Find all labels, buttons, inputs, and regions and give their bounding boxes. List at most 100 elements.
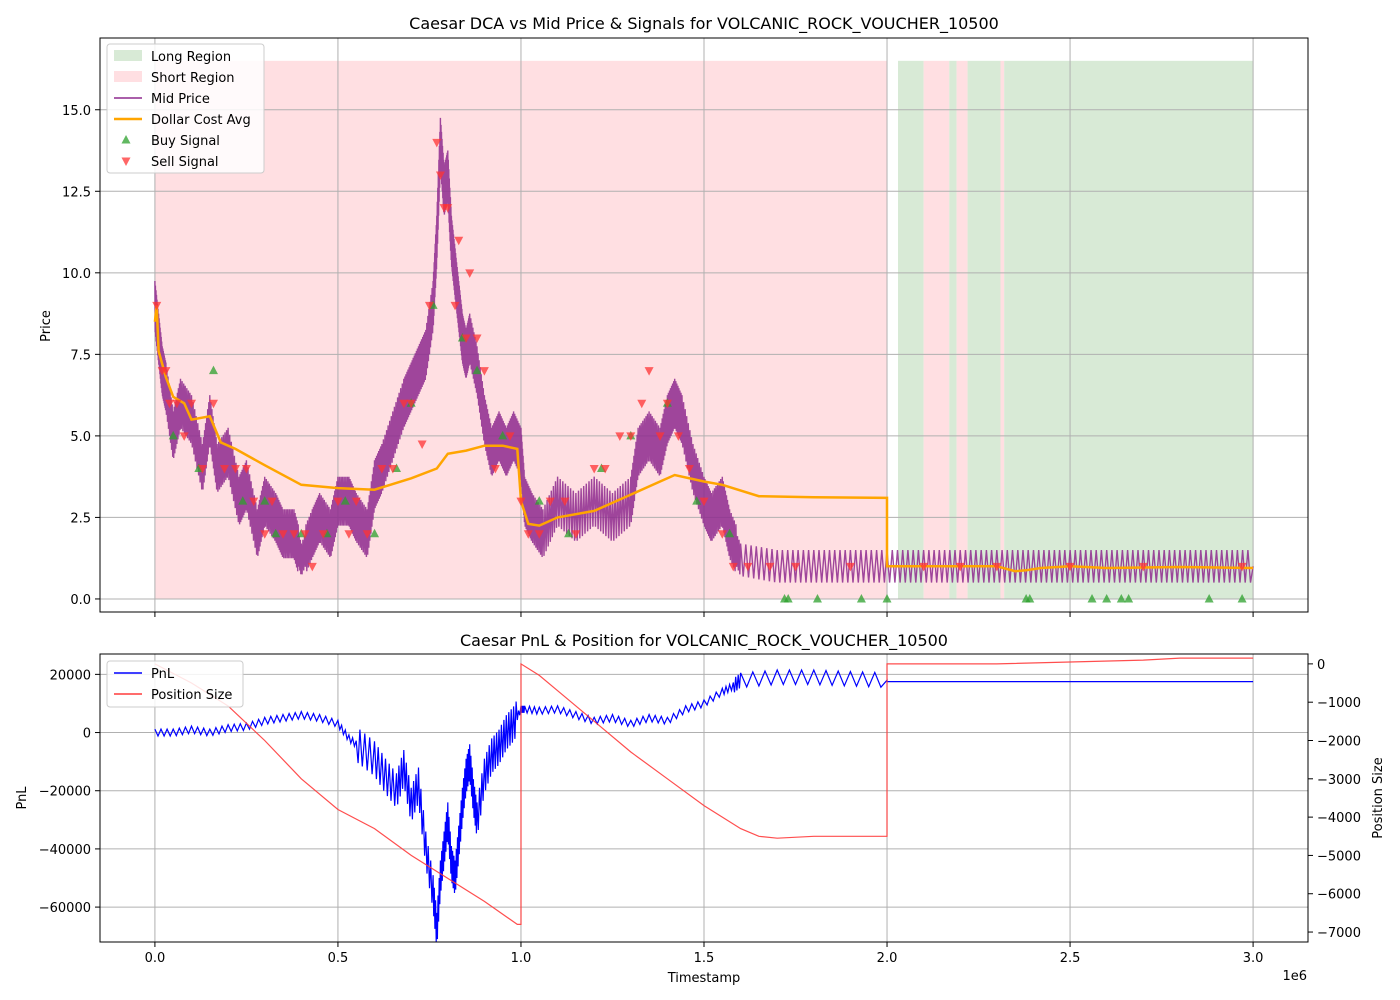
region-short-4	[956, 60, 968, 599]
sell-signal-marker	[919, 562, 929, 572]
sell-signal-marker	[333, 497, 343, 507]
buy-signal-marker	[1204, 593, 1214, 603]
buy-signal-marker	[812, 593, 822, 603]
sell-signal-marker	[600, 465, 610, 474]
legend-box	[106, 43, 265, 174]
sell-signal-marker	[443, 204, 453, 213]
sell-signal-marker	[278, 530, 288, 539]
buy-signal-marker	[168, 430, 178, 440]
series-layer	[152, 117, 1254, 603]
legend-label: Short Region	[151, 71, 235, 86]
y2-tick-label: −5000	[1317, 849, 1361, 864]
sell-signal-marker	[241, 465, 251, 474]
chart-title-pnl: Caesar PnL & Position for VOLCANIC_ROCK_…	[460, 631, 948, 651]
legend-label: Long Region	[151, 50, 231, 65]
buy-signal-marker	[498, 430, 508, 440]
series-pnl	[154, 668, 1254, 942]
y-tick-label: 10.0	[62, 267, 91, 282]
sell-signal-marker	[560, 497, 570, 507]
y-axis-pnl: 20000 0 −20000 −40000 −60000	[39, 668, 100, 916]
sell-signal-marker	[644, 367, 654, 376]
y-tick-label: 15.0	[62, 104, 91, 119]
buy-signal-marker	[783, 593, 793, 603]
x-tick-label: 0.0	[145, 951, 166, 966]
y-tick-label: −40000	[39, 843, 91, 858]
legend-price: Long Region Short Region Mid Price Dollar C…	[106, 43, 265, 174]
region-long-1	[898, 60, 924, 599]
sell-signal-marker	[454, 236, 464, 246]
sell-signal-marker	[219, 465, 229, 474]
sell-signal-marker	[1065, 562, 1075, 572]
sell-signal-marker	[424, 301, 434, 311]
buy-signal-marker	[1102, 593, 1112, 603]
sell-signal-marker	[450, 301, 460, 311]
sell-signal-marker	[197, 465, 207, 474]
buy-signal-marker	[1237, 593, 1247, 603]
sell-signal-marker	[845, 562, 855, 572]
sell-signal-marker	[516, 497, 526, 507]
sell-signal-marker	[626, 432, 636, 441]
series-layer-pnl	[154, 657, 1254, 942]
x-tick-label: 1.5	[694, 951, 715, 966]
sell-signal-marker	[362, 530, 372, 539]
sell-signal-marker	[432, 138, 442, 148]
y-axis-label-pnl: PnL	[15, 786, 30, 810]
x-axis-price	[154, 612, 1254, 617]
legend-label: Dollar Cost Avg	[151, 113, 251, 128]
sell-signal-marker	[791, 562, 801, 572]
legend-label: Position Size	[151, 688, 232, 703]
buy-signal-marker	[856, 593, 866, 603]
sell-signal-marker	[406, 399, 416, 409]
legend-label: Sell Signal	[151, 155, 219, 170]
price-chart: 0.0 2.5 5.0 7.5 10.0 12.5 15.0 Price Long Regi…	[39, 37, 1309, 617]
legend-swatch-sell	[121, 157, 131, 166]
y2-tick-label: −2000	[1317, 734, 1361, 749]
sell-signal-marker	[717, 530, 727, 539]
y2-tick-label: 0	[1317, 658, 1325, 673]
buy-signal-marker	[472, 365, 482, 375]
sell-signal-marker	[388, 465, 398, 474]
buy-signal-marker	[725, 528, 735, 538]
sell-signal-marker	[249, 497, 259, 507]
sell-signal-marker	[351, 497, 361, 507]
sell-signal-marker	[267, 497, 277, 507]
y2-axis-label-position: Position Size	[1371, 757, 1386, 838]
x-tick-label: 2.0	[877, 951, 898, 966]
x-tick-label: 2.5	[1060, 951, 1081, 966]
buy-signal-marker	[564, 528, 574, 538]
series-position-size	[154, 657, 1254, 926]
legend-swatch-long	[114, 50, 142, 61]
sell-signal-marker	[545, 497, 555, 507]
sell-signal-marker	[465, 269, 475, 278]
y2-tick-label: −1000	[1317, 696, 1361, 711]
sell-signal-marker	[344, 530, 354, 539]
y-tick-label: 0	[83, 727, 91, 742]
y-tick-label: 0.0	[70, 593, 91, 608]
sell-signal-marker	[300, 530, 310, 539]
y2-tick-label: −4000	[1317, 811, 1361, 826]
sell-signal-marker	[289, 530, 299, 539]
y2-tick-label: −3000	[1317, 773, 1361, 788]
region-long-7	[1004, 60, 1254, 599]
x-tick-label: 0.5	[328, 951, 349, 966]
sell-signal-marker	[417, 440, 427, 450]
x-tick-label: 1.0	[511, 951, 532, 966]
sell-signal-marker	[161, 367, 171, 376]
sell-signal-marker	[490, 465, 500, 474]
sell-signal-marker	[399, 399, 409, 409]
sell-signal-marker	[743, 562, 753, 572]
sell-signal-marker	[230, 465, 240, 474]
y2-axis-position: 0 −1000 −2000 −3000 −4000 −5000 −6000 −7000	[1308, 658, 1361, 941]
sell-signal-marker	[377, 465, 387, 474]
sell-signal-marker	[461, 334, 471, 344]
y-tick-label: 5.0	[70, 430, 91, 445]
legend-swatch-buy	[121, 135, 131, 144]
sell-signal-marker	[1237, 562, 1247, 572]
sell-signal-marker	[684, 465, 694, 474]
sell-signal-marker	[728, 562, 738, 572]
y-tick-label: −60000	[39, 901, 91, 916]
sell-signal-marker	[699, 497, 709, 507]
x-tick-label: 3.0	[1243, 951, 1264, 966]
legend-label: Buy Signal	[151, 134, 220, 149]
